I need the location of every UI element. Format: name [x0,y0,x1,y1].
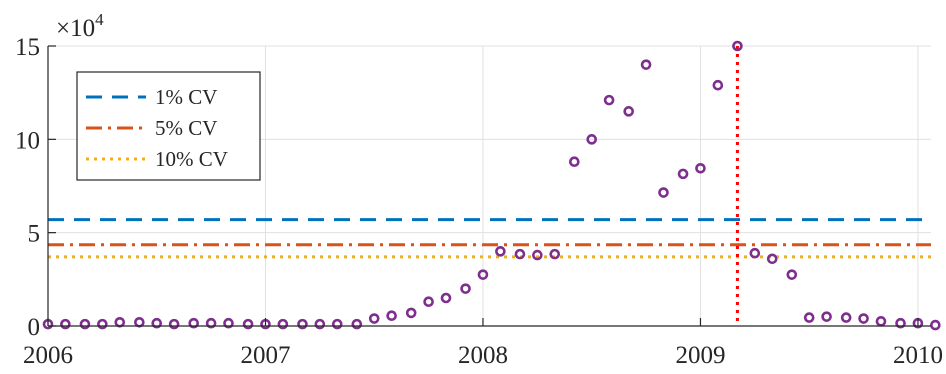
legend-label: 5% CV [155,116,217,140]
y-axis-multiplier: ×104 [56,10,104,42]
data-point [569,156,580,168]
data-point [623,106,634,117]
y-tick-label: 15 [15,34,40,61]
data-point [677,168,689,180]
data-point [440,292,452,304]
data-point [930,319,941,331]
data-point [423,296,434,308]
data-point [277,318,289,330]
data-point [712,79,724,91]
data-point [766,253,778,265]
data-point [460,283,471,294]
y-tick-label: 0 [28,314,41,341]
data-point [368,313,380,324]
data-point [386,310,397,322]
data-point [223,317,234,329]
x-tick-label: 2009 [675,342,725,369]
data-point [803,312,815,323]
data-point [331,318,343,330]
x-tick-label: 2006 [23,342,73,369]
data-point [205,317,217,329]
data-point [114,316,126,328]
threshold-layer [48,218,931,259]
data-point [514,248,526,260]
data-point [351,318,363,330]
data-point [242,318,254,330]
legend-label: 10% CV [155,147,228,171]
data-points-layer [42,40,941,331]
data-point [840,312,852,323]
data-point [532,249,543,261]
data-point [875,316,887,327]
data-point [603,94,615,106]
axes [47,46,931,327]
data-point [695,162,706,174]
data-point [97,318,108,330]
data-point [495,246,506,257]
x-tick-label: 2008 [458,342,508,369]
y-tick-label: 10 [15,127,40,154]
data-point [134,316,145,328]
data-point [749,247,761,259]
data-point [732,40,743,52]
data-point [586,134,598,145]
legend: 1% CV 5% CV 10% CV [76,71,261,181]
legend-label: 1% CV [155,85,217,109]
data-point [151,317,163,329]
data-point [79,318,91,330]
x-tick-label: 2010 [893,342,943,369]
data-point [168,318,180,330]
tick-labels: 2006 2007 2008 2009 2010 0 5 10 15 [15,34,943,369]
data-point [821,311,832,322]
x-tick-label: 2007 [240,342,290,369]
data-point [895,317,906,329]
data-point [188,317,200,329]
data-point [477,269,489,280]
y-axis-multiplier-exponent: 4 [95,10,104,29]
y-tick-label: 5 [28,221,41,248]
data-point [60,318,71,330]
data-point [786,269,798,280]
data-point [658,187,669,198]
data-point [640,59,652,70]
legend-box [76,71,261,181]
data-point [549,248,561,260]
data-point [297,318,308,330]
data-point [405,307,417,319]
data-point [858,313,869,324]
data-point [314,318,326,330]
